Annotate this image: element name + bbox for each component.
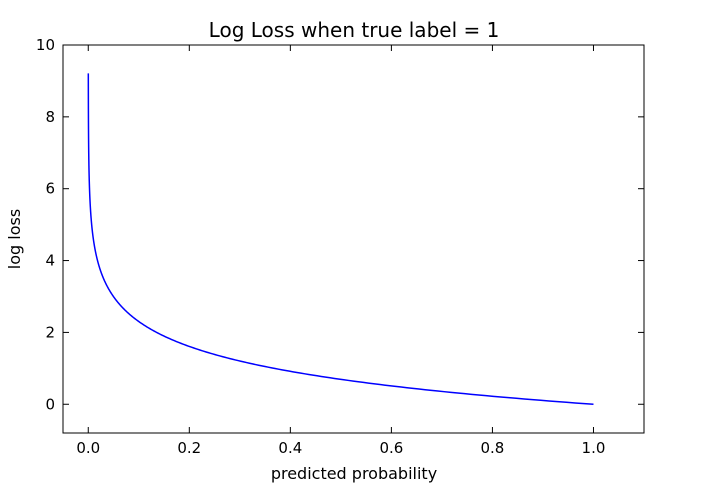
x-axis-ticks: 0.0 0.2 0.4 0.6 0.8 1.0 bbox=[76, 45, 605, 457]
y-tick-label: 0 bbox=[45, 395, 55, 413]
x-tick-label: 0.2 bbox=[177, 439, 201, 457]
x-tick-label: 0.0 bbox=[76, 439, 100, 457]
y-axis-ticks: 0 2 4 6 8 10 bbox=[36, 36, 644, 413]
y-tick-label: 6 bbox=[45, 180, 55, 198]
y-tick-label: 8 bbox=[45, 108, 55, 126]
x-tick-label: 1.0 bbox=[582, 439, 606, 457]
x-axis-label: predicted probability bbox=[271, 464, 437, 483]
y-axis-label: log loss bbox=[5, 209, 24, 269]
x-tick-label: 0.4 bbox=[278, 439, 302, 457]
series-layer bbox=[87, 73, 594, 406]
chart-title: Log Loss when true label = 1 bbox=[209, 18, 500, 42]
x-tick-label: 0.8 bbox=[481, 439, 505, 457]
plot-frame bbox=[62, 44, 645, 434]
x-tick-label: 0.6 bbox=[379, 439, 403, 457]
y-tick-label: 2 bbox=[45, 323, 55, 341]
log-loss-curve bbox=[87, 73, 594, 406]
y-tick-label: 10 bbox=[36, 36, 55, 54]
plot-area: 0.0 0.2 0.4 0.6 0.8 1.0 0 2 4 6 8 10 bbox=[36, 36, 645, 457]
y-tick-label: 4 bbox=[45, 252, 55, 270]
